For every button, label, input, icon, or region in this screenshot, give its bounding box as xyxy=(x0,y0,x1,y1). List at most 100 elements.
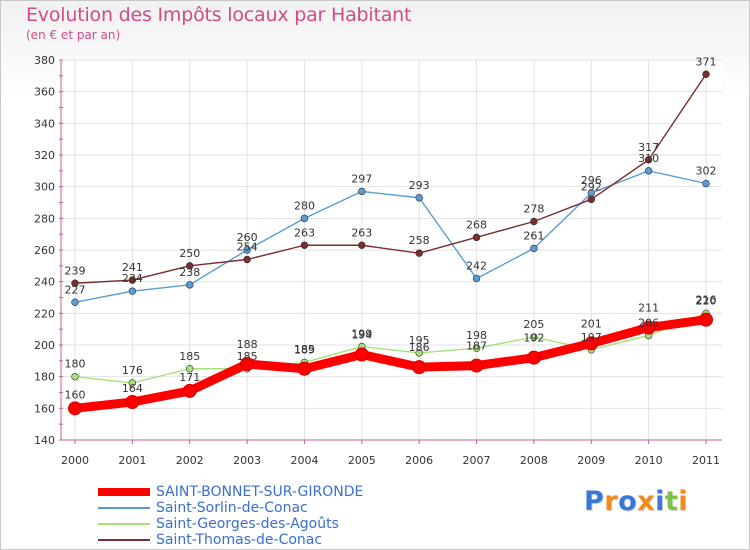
data-label: 220 xyxy=(696,294,717,307)
series-point xyxy=(644,156,653,164)
series-point xyxy=(702,179,710,188)
legend-swatch xyxy=(98,539,150,541)
data-label: 242 xyxy=(466,260,487,273)
x-tick-label: 2004 xyxy=(290,454,318,467)
x-tick-label: 2002 xyxy=(176,454,204,467)
data-label: 261 xyxy=(523,229,544,242)
data-label: 260 xyxy=(237,231,258,244)
x-tick-label: 2007 xyxy=(463,454,491,467)
series-point xyxy=(128,379,137,387)
x-tick-label: 2000 xyxy=(61,454,89,467)
data-label: 192 xyxy=(523,332,544,345)
y-tick-label: 320 xyxy=(34,149,55,162)
series-point xyxy=(297,361,312,376)
series-point xyxy=(358,241,366,249)
data-label: 263 xyxy=(351,226,372,239)
series-point xyxy=(644,167,653,175)
series-point xyxy=(68,401,82,416)
series-point xyxy=(300,241,309,249)
series-point xyxy=(71,372,79,381)
data-label: 194 xyxy=(351,329,372,342)
legend-label: Saint-Sorlin-de-Conac xyxy=(156,500,308,516)
y-tick-label: 300 xyxy=(34,181,55,194)
data-label: 263 xyxy=(294,226,315,239)
logo-letter: i xyxy=(655,486,665,517)
series-point xyxy=(415,194,423,202)
x-tick-label: 2003 xyxy=(233,454,261,467)
logo-letter: i xyxy=(678,486,689,517)
series-point xyxy=(641,320,656,335)
legend-swatch xyxy=(98,523,150,525)
data-label: 317 xyxy=(638,141,659,154)
y-tick-label: 280 xyxy=(34,212,55,225)
x-tick-label: 2006 xyxy=(405,454,433,467)
series-point xyxy=(186,281,194,289)
x-tick-label: 2008 xyxy=(520,454,548,467)
series-point xyxy=(128,276,137,284)
data-label: 234 xyxy=(122,272,143,285)
series-point xyxy=(186,262,194,270)
series-point xyxy=(71,279,79,287)
series-point xyxy=(469,358,484,373)
data-label: 201 xyxy=(581,317,602,330)
data-label: 206 xyxy=(638,317,659,330)
series-point xyxy=(526,350,541,365)
data-label: 164 xyxy=(122,382,143,395)
data-label: 310 xyxy=(638,152,659,165)
series-line-4 xyxy=(74,73,707,284)
series-point xyxy=(415,349,423,357)
y-tick-label: 180 xyxy=(34,371,55,384)
x-tick-label: 2009 xyxy=(577,454,605,467)
series-point xyxy=(358,187,366,196)
series-point xyxy=(584,336,599,351)
series-point xyxy=(354,347,369,362)
series-point xyxy=(412,360,427,375)
y-tick-label: 160 xyxy=(34,402,55,415)
series-line-2 xyxy=(74,170,707,303)
x-tick-label: 2001 xyxy=(118,454,146,467)
data-label: 188 xyxy=(237,338,258,351)
data-label: 205 xyxy=(523,318,544,331)
x-tick-label: 2005 xyxy=(348,454,376,467)
series-point xyxy=(530,217,538,226)
proxiti-logo: Proxiti xyxy=(584,486,688,517)
data-label: 199 xyxy=(351,328,372,341)
logo-letter: P xyxy=(584,486,605,517)
data-label: 187 xyxy=(466,340,487,353)
data-label: 278 xyxy=(523,203,544,216)
data-label: 293 xyxy=(409,179,430,192)
data-label: 297 xyxy=(351,172,372,185)
series-line-3 xyxy=(74,312,707,384)
data-label: 258 xyxy=(409,234,430,247)
legend-swatch xyxy=(98,507,150,509)
series-line-1 xyxy=(70,315,711,413)
series-point xyxy=(243,255,251,264)
series-point xyxy=(182,383,197,398)
y-tick-label: 360 xyxy=(34,86,55,99)
data-label: 268 xyxy=(466,218,487,231)
logo-letter: x xyxy=(637,486,656,517)
series-point xyxy=(587,195,595,204)
data-label: 238 xyxy=(179,266,200,279)
data-label: 195 xyxy=(409,334,430,347)
x-tick-label: 2010 xyxy=(635,454,663,467)
data-label: 227 xyxy=(65,283,86,296)
data-label: 292 xyxy=(581,180,602,193)
data-label: 239 xyxy=(65,264,86,277)
data-label: 198 xyxy=(466,329,487,342)
logo-letter: t xyxy=(664,486,679,517)
chart-title: Evolution des Impôts locaux par Habitant xyxy=(26,4,412,26)
data-label: 185 xyxy=(294,343,315,356)
x-tick-label: 2011 xyxy=(692,454,720,467)
series-point xyxy=(71,298,79,306)
data-label: 185 xyxy=(237,350,258,363)
legend-label: SAINT-BONNET-SUR-GIRONDE xyxy=(156,484,364,500)
series-point xyxy=(530,333,538,341)
legend-label: Saint-Georges-des-Agoûts xyxy=(156,516,339,532)
data-label: 176 xyxy=(122,364,143,377)
data-label: 180 xyxy=(65,358,86,371)
series-point xyxy=(530,244,538,253)
series-point xyxy=(702,70,710,78)
data-label: 197 xyxy=(581,331,602,344)
